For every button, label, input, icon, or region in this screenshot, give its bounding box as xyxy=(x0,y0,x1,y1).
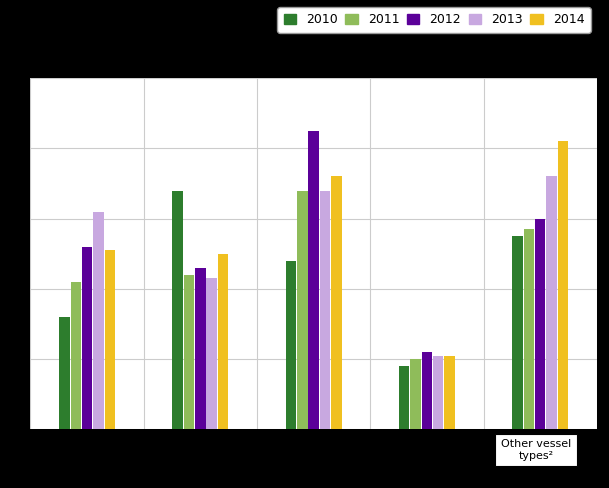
Bar xyxy=(445,356,455,429)
Bar xyxy=(421,352,432,429)
Text: Other vessel
types²: Other vessel types² xyxy=(501,439,571,461)
Bar xyxy=(320,190,330,429)
Bar xyxy=(308,131,319,429)
Bar xyxy=(286,261,296,429)
Bar xyxy=(59,317,69,429)
Bar xyxy=(82,247,93,429)
Bar xyxy=(184,275,194,429)
Bar xyxy=(433,356,443,429)
Bar xyxy=(206,278,217,429)
Legend: 2010, 2011, 2012, 2013, 2014: 2010, 2011, 2012, 2013, 2014 xyxy=(277,7,591,33)
Bar xyxy=(172,190,183,429)
Bar xyxy=(512,236,523,429)
Bar xyxy=(105,250,115,429)
Bar xyxy=(93,212,104,429)
Bar xyxy=(218,254,228,429)
Bar xyxy=(524,229,534,429)
Bar xyxy=(546,177,557,429)
Bar xyxy=(558,142,568,429)
Bar xyxy=(535,219,546,429)
Bar xyxy=(297,190,308,429)
Bar xyxy=(195,268,206,429)
Bar xyxy=(410,359,421,429)
Bar xyxy=(331,177,342,429)
Bar xyxy=(71,282,81,429)
Bar xyxy=(399,366,409,429)
